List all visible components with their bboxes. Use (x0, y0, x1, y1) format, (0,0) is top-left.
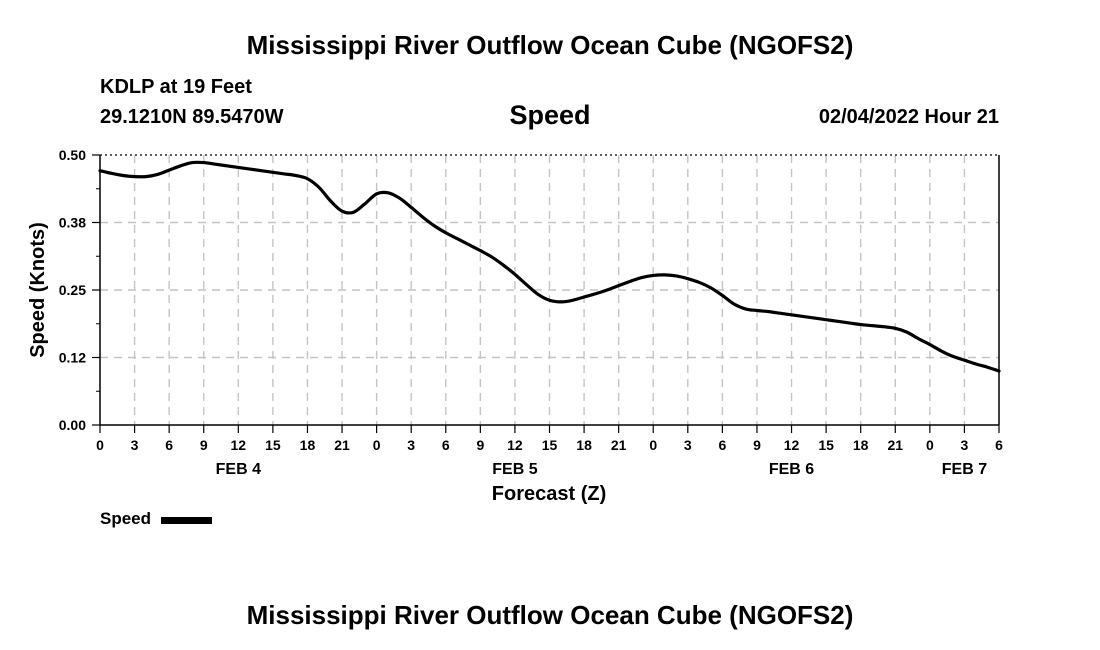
x-tick-label: 21 (334, 437, 350, 453)
chart-title: Mississippi River Outflow Ocean Cube (NG… (246, 30, 854, 60)
x-tick-label: 9 (476, 437, 484, 453)
x-tick-label: 15 (265, 437, 281, 453)
y-tick-label: 0.38 (59, 215, 86, 231)
axis-labels: 0.00 0.12 0.25 0.38 0.50 0 3 6 9 12 15 18 21 0 3 6 9 12 15… (59, 147, 1003, 478)
x-tick-label: 12 (231, 437, 247, 453)
y-tick-label: 0.12 (59, 350, 86, 366)
y-axis-label: Speed (Knots) (27, 222, 49, 358)
y-tick-label: 0.50 (59, 147, 86, 163)
x-tick-label: 0 (96, 437, 104, 453)
series-group (98, 160, 1001, 373)
x-tick-label: 0 (926, 437, 934, 453)
chart-axes (92, 154, 1000, 433)
x-tick-label: 3 (131, 437, 139, 453)
forecast-timestamp: 02/04/2022 Hour 21 (818, 106, 999, 128)
x-tick-label: 18 (576, 437, 592, 453)
x-tick-label: 18 (300, 437, 316, 453)
x-tick-label: 0 (649, 437, 657, 453)
x-tick-label: 21 (611, 437, 627, 453)
x-tick-label: 6 (165, 437, 173, 453)
x-tick-label: 0 (373, 437, 381, 453)
x-tick-label: 18 (853, 437, 869, 453)
y-tick-label: 0.00 (59, 417, 86, 433)
day-label: FEB 5 (492, 461, 537, 478)
speed-series-line (98, 160, 1001, 373)
station-label: KDLP at 19 Feet (100, 76, 252, 98)
plot-title: Speed (509, 100, 591, 130)
day-label: FEB 4 (216, 461, 261, 478)
grid-lines (100, 154, 999, 425)
y-tick-label: 0.25 (59, 282, 86, 298)
x-tick-label: 9 (200, 437, 208, 453)
x-tick-label: 9 (753, 437, 761, 453)
x-tick-label: 12 (507, 437, 523, 453)
x-axis-label: Forecast (Z) (492, 483, 606, 505)
legend-label: Speed (100, 509, 152, 528)
footer-title: Mississippi River Outflow Ocean Cube (NG… (246, 600, 854, 630)
station-coords: 29.1210N 89.5470W (100, 106, 284, 128)
day-label: FEB 6 (769, 461, 814, 478)
legend-swatch (161, 517, 212, 524)
x-tick-label: 3 (407, 437, 415, 453)
x-tick-label: 15 (542, 437, 558, 453)
x-tick-label: 12 (784, 437, 800, 453)
x-tick-label: 15 (818, 437, 834, 453)
x-tick-label: 6 (718, 437, 726, 453)
x-tick-label: 6 (995, 437, 1003, 453)
x-tick-label: 6 (442, 437, 450, 453)
x-tick-label: 3 (961, 437, 969, 453)
x-tick-label: 21 (887, 437, 903, 453)
day-label: FEB 7 (942, 461, 987, 478)
x-tick-label: 3 (684, 437, 692, 453)
